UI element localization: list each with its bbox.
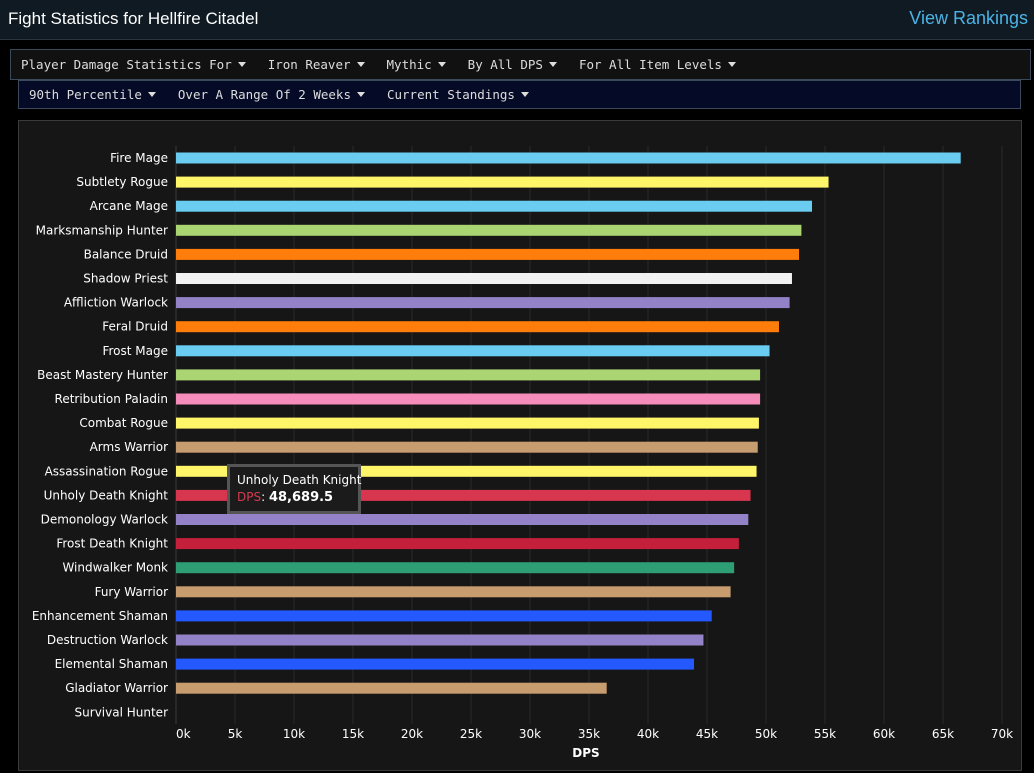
category-label: Unholy Death Knight [44, 488, 169, 502]
filter-item-level[interactable]: For All Item Levels [579, 57, 736, 72]
x-tick-label: 25k [460, 727, 482, 741]
category-label: Shadow Priest [83, 272, 168, 286]
x-tick-label: 45k [696, 727, 718, 741]
x-axis-title: DPS [572, 746, 599, 760]
chart-panel: Fire Mage Subtlety Rogue Arcane Mage Marksm… [18, 120, 1022, 771]
bar[interactable] [176, 369, 761, 381]
bar[interactable] [176, 538, 739, 550]
bar[interactable] [176, 489, 751, 501]
category-label: Gladiator Warrior [65, 681, 168, 695]
bar[interactable] [176, 345, 770, 357]
bar[interactable] [176, 417, 759, 429]
x-tick-label: 50k [755, 727, 777, 741]
chevron-down-icon [437, 62, 446, 67]
filter-boss[interactable]: Iron Reaver [268, 57, 365, 72]
bar[interactable] [176, 393, 761, 405]
category-label: Survival Hunter [75, 705, 169, 719]
tooltip-metric-value: 48,689.5 [268, 490, 334, 505]
bar[interactable] [176, 465, 757, 477]
x-tick-label: 65k [932, 727, 954, 741]
category-label: Beast Mastery Hunter [37, 368, 168, 382]
filter-standings-label: Current Standings [386, 87, 515, 102]
category-label: Feral Druid [102, 320, 168, 334]
x-tick-label: 40k [637, 727, 659, 741]
filter-difficulty[interactable]: Mythic [387, 57, 446, 72]
chevron-down-icon [727, 62, 736, 67]
category-label: Retribution Paladin [55, 392, 168, 406]
filter-percentile-label: 90th Percentile [29, 87, 142, 102]
filter-standings[interactable]: Current Standings [387, 87, 529, 102]
category-label: Destruction Warlock [47, 633, 168, 647]
category-label: Balance Druid [84, 247, 168, 261]
x-tick-label: 35k [578, 727, 600, 741]
tooltip-spec-name: Unholy Death Knight [237, 473, 362, 487]
filter-statistics-type[interactable]: Player Damage Statistics For [21, 57, 246, 72]
bar[interactable] [176, 176, 829, 188]
filter-boss-label: Iron Reaver [267, 57, 351, 72]
category-label: Frost Death Knight [56, 537, 168, 551]
bar[interactable] [176, 586, 731, 598]
chevron-down-icon [520, 92, 529, 97]
filter-bar-primary: Player Damage Statistics For Iron Reaver M… [10, 49, 1031, 80]
bar[interactable] [176, 682, 607, 694]
x-tick-label: 20k [401, 727, 423, 741]
x-tick-label: 60k [873, 727, 895, 741]
bar[interactable] [176, 248, 800, 260]
bar[interactable] [176, 152, 961, 164]
filter-percentile[interactable]: 90th Percentile [29, 87, 156, 102]
bar[interactable] [176, 200, 813, 212]
category-label: Enhancement Shaman [32, 609, 168, 623]
category-label: Fire Mage [110, 151, 168, 165]
filter-difficulty-label: Mythic [386, 57, 432, 72]
filter-statistics-type-label: Player Damage Statistics For [21, 57, 232, 72]
category-label: Arms Warrior [90, 440, 168, 454]
bar-tooltip: Unholy Death Knight DPS: 48,689.5 [227, 464, 361, 514]
category-label: Subtlety Rogue [76, 175, 168, 189]
chevron-down-icon [548, 62, 557, 67]
category-label: Fury Warrior [95, 585, 168, 599]
bar[interactable] [176, 297, 790, 309]
bar[interactable] [176, 610, 712, 622]
tooltip-metric-key: DPS [237, 490, 262, 504]
filter-metric[interactable]: By All DPS [468, 57, 557, 72]
x-tick-label: 5k [228, 727, 243, 741]
dps-bar-chart: Fire Mage Subtlety Rogue Arcane Mage Marksm… [32, 146, 1013, 760]
category-label: Windwalker Monk [62, 561, 168, 575]
category-label: Frost Mage [102, 344, 168, 358]
x-tick-label: 15k [342, 727, 364, 741]
bar[interactable] [176, 658, 695, 670]
category-label: Combat Rogue [79, 416, 168, 430]
chevron-down-icon [356, 62, 365, 67]
category-label: Affliction Warlock [64, 296, 168, 310]
filter-range-label: Over A Range Of 2 Weeks [177, 87, 351, 102]
filter-item-level-label: For All Item Levels [578, 57, 722, 72]
chevron-down-icon [237, 62, 246, 67]
filter-range[interactable]: Over A Range Of 2 Weeks [178, 87, 365, 102]
category-label: Assassination Rogue [45, 464, 168, 478]
category-label: Arcane Mage [90, 199, 168, 213]
category-label: Marksmanship Hunter [36, 223, 168, 237]
bar[interactable] [176, 321, 779, 333]
bar[interactable] [176, 634, 704, 646]
category-label: Demonology Warlock [41, 513, 168, 527]
filter-metric-label: By All DPS [467, 57, 543, 72]
category-label: Elemental Shaman [55, 657, 168, 671]
x-tick-label: 55k [814, 727, 836, 741]
bar[interactable] [176, 224, 802, 236]
x-tick-label: 30k [519, 727, 541, 741]
page-title: Fight Statistics for Hellfire Citadel [8, 9, 259, 28]
bar[interactable] [176, 441, 758, 453]
bar[interactable] [176, 562, 735, 574]
view-rankings-link[interactable]: View Rankings [909, 8, 1028, 28]
x-tick-label: 10k [283, 727, 305, 741]
chevron-down-icon [356, 92, 365, 97]
bar[interactable] [176, 273, 792, 284]
page-header: Fight Statistics for Hellfire Citadel Vi… [0, 0, 1034, 40]
chevron-down-icon [147, 92, 156, 97]
x-tick-label: 0k [176, 727, 191, 741]
filter-bar-secondary: 90th Percentile Over A Range Of 2 Weeks Cu… [18, 80, 1021, 109]
x-tick-label: 70k [991, 727, 1013, 741]
bar[interactable] [176, 514, 749, 525]
